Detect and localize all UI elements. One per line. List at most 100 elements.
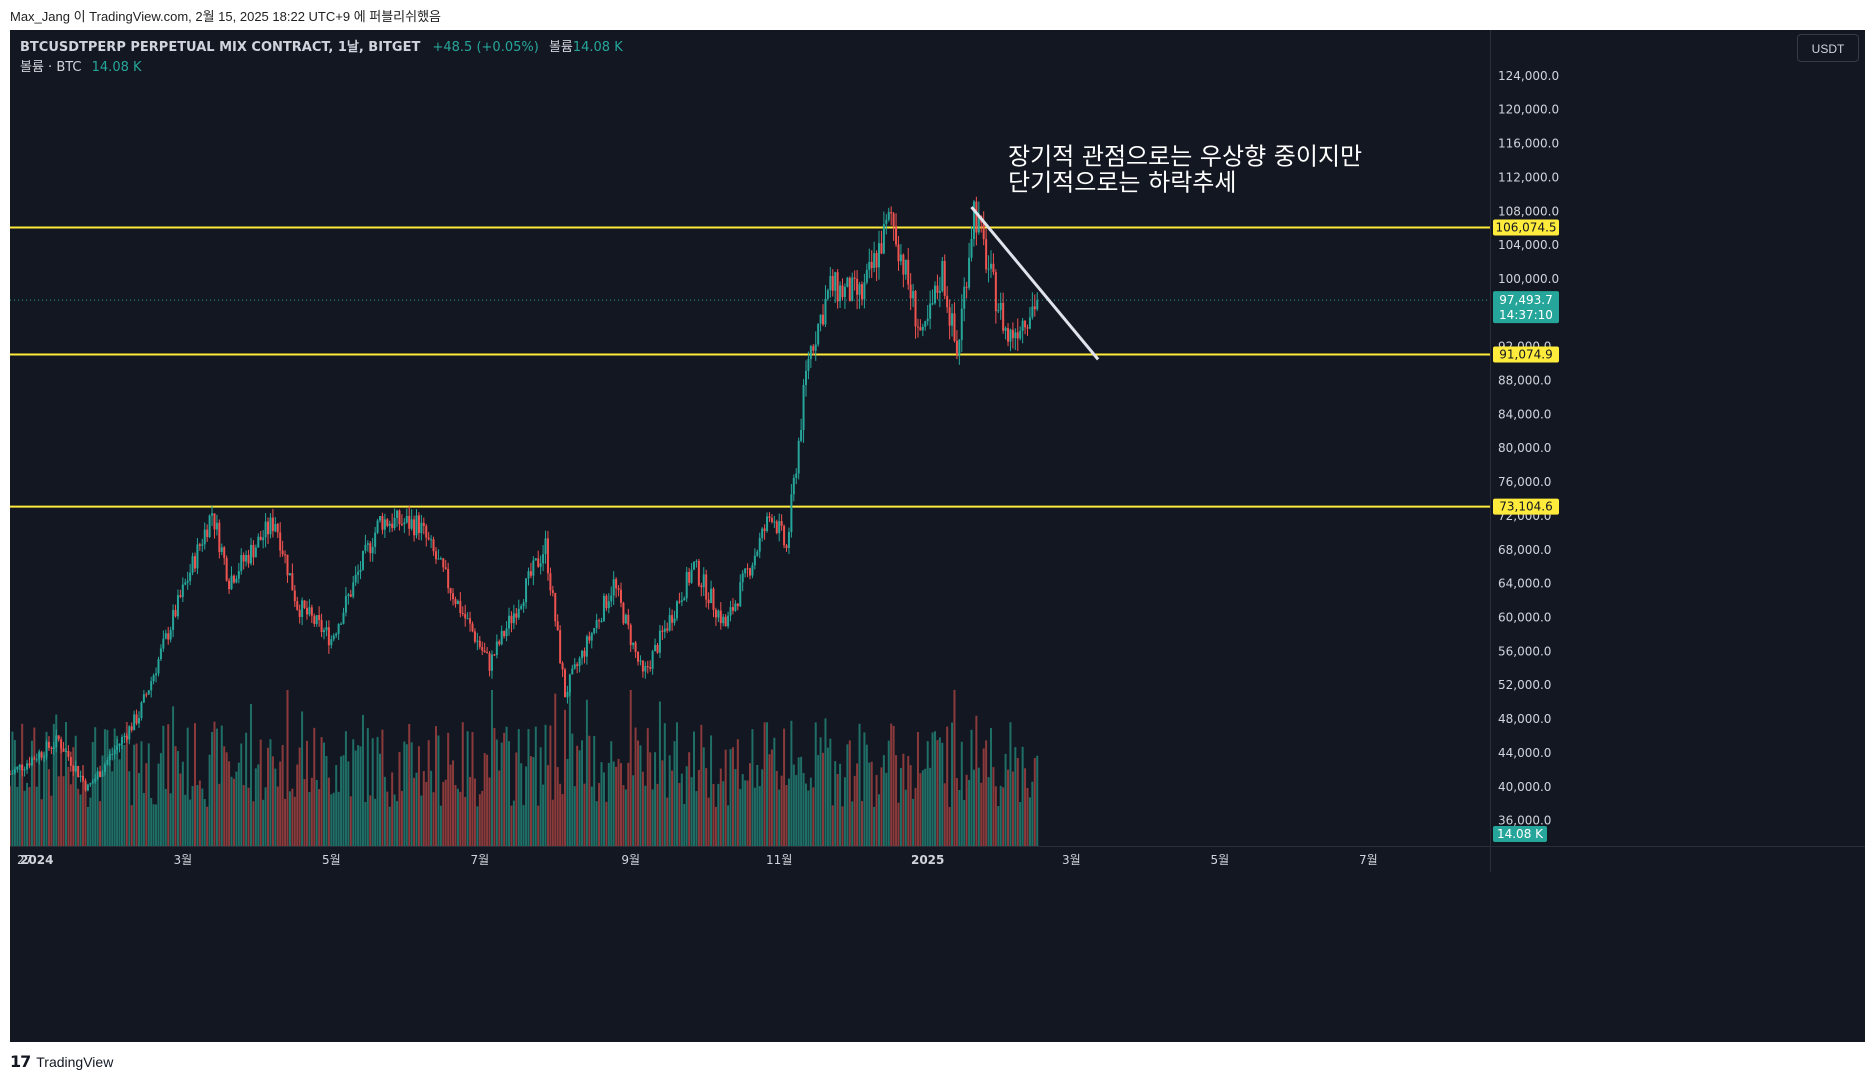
- candle: [848, 276, 851, 302]
- candle: [447, 562, 450, 594]
- volume-series: [10, 690, 1039, 846]
- volume-bar: [578, 750, 581, 846]
- candle: [576, 662, 579, 674]
- volume-bar: [447, 732, 450, 846]
- volume-bar: [1033, 757, 1036, 846]
- candle: [595, 613, 598, 634]
- candle-body: [646, 666, 649, 668]
- volume-bar: [661, 760, 664, 846]
- candle-body: [1031, 306, 1034, 318]
- level-price-label: 106,074.5: [1495, 221, 1556, 235]
- candle-body: [320, 620, 323, 633]
- volume-bar: [405, 744, 408, 846]
- price-chart[interactable]: 36,000.0 40,000.0 44,000.0 48,000.0 52,000.0…: [10, 30, 1865, 1042]
- volume-bar: [181, 761, 184, 846]
- volume-bar: [425, 781, 428, 846]
- volume-bar: [724, 749, 727, 846]
- candle: [437, 549, 440, 560]
- volume-bar: [534, 726, 537, 846]
- candle: [797, 437, 800, 480]
- volume-bar: [537, 805, 540, 846]
- volume-bar: [1007, 769, 1010, 846]
- volume-bar: [780, 775, 783, 846]
- volume-bar: [841, 806, 844, 846]
- volume-bar: [775, 770, 778, 846]
- candle-body: [510, 615, 513, 624]
- volume-bar: [863, 732, 866, 846]
- candle-body: [559, 630, 562, 664]
- candle-body: [405, 515, 408, 523]
- candle: [327, 620, 330, 654]
- currency-selector[interactable]: USDT: [1797, 34, 1859, 62]
- candle-body: [181, 584, 184, 597]
- y-tick-label: 64,000.0: [1498, 577, 1551, 591]
- volume-bar: [342, 755, 345, 846]
- volume-bar: [82, 765, 85, 846]
- volume-bar: [707, 797, 710, 846]
- volume-bar: [600, 762, 603, 846]
- candle-body: [1019, 330, 1022, 339]
- candle-body: [191, 556, 194, 573]
- candle-body: [938, 290, 941, 293]
- candle: [225, 555, 228, 582]
- candle: [352, 576, 355, 599]
- candle: [57, 735, 60, 742]
- volume-bar: [887, 740, 890, 846]
- volume-bar: [369, 795, 372, 846]
- candle-body: [125, 735, 128, 740]
- volume-bar: [734, 769, 737, 846]
- candle-body: [931, 303, 934, 305]
- candle: [500, 625, 503, 646]
- candle: [773, 515, 776, 528]
- candle: [970, 226, 973, 262]
- candle: [731, 598, 734, 615]
- chart-legend: BTCUSDTPERP PERPETUAL MIX CONTRACT, 1날, …: [20, 38, 623, 78]
- candle: [817, 323, 820, 347]
- symbol-title[interactable]: BTCUSDTPERP PERPETUAL MIX CONTRACT, 1날, …: [20, 40, 421, 55]
- candle-body: [476, 640, 479, 642]
- volume-bar: [220, 725, 223, 846]
- candle-body: [593, 628, 596, 634]
- candle: [656, 643, 659, 654]
- volume-bar: [79, 794, 82, 846]
- candle: [897, 235, 900, 271]
- chart-frame[interactable]: 36,000.0 40,000.0 44,000.0 48,000.0 52,000.0…: [10, 30, 1865, 1042]
- candle-body: [751, 565, 754, 576]
- volume-bar: [279, 761, 282, 846]
- volume-bar: [1031, 781, 1034, 846]
- candle: [379, 516, 381, 523]
- volume-bar: [615, 766, 618, 846]
- candle: [286, 554, 289, 583]
- candle-body: [145, 694, 148, 696]
- volume-bar: [437, 735, 440, 846]
- candle-body: [880, 243, 883, 254]
- candle: [736, 603, 739, 611]
- candle: [89, 782, 92, 788]
- candle-body: [975, 201, 978, 233]
- candle-body: [434, 551, 437, 560]
- candle-body: [276, 523, 279, 533]
- volume-bar: [554, 693, 557, 846]
- volume-bar: [649, 752, 652, 846]
- candle-body: [442, 558, 445, 568]
- volume-indicator-label[interactable]: 볼륨 · BTC: [20, 60, 82, 75]
- candle-body: [449, 588, 452, 594]
- candle: [634, 640, 637, 659]
- candle: [943, 254, 946, 300]
- candle-body: [717, 610, 720, 618]
- volume-bar: [157, 763, 160, 846]
- candle-body: [150, 681, 153, 691]
- candle-body: [393, 517, 396, 529]
- volume-bar: [714, 806, 717, 846]
- candle-body: [873, 253, 876, 268]
- candle-body: [10, 774, 11, 776]
- candle: [666, 622, 669, 633]
- volume-bar: [529, 756, 532, 846]
- candle: [449, 587, 452, 601]
- volume-bar: [678, 782, 681, 846]
- volume-bar: [1002, 787, 1005, 846]
- candle-body: [546, 538, 549, 574]
- candle-body: [539, 563, 542, 567]
- candle-body: [86, 784, 89, 791]
- candle: [515, 607, 518, 625]
